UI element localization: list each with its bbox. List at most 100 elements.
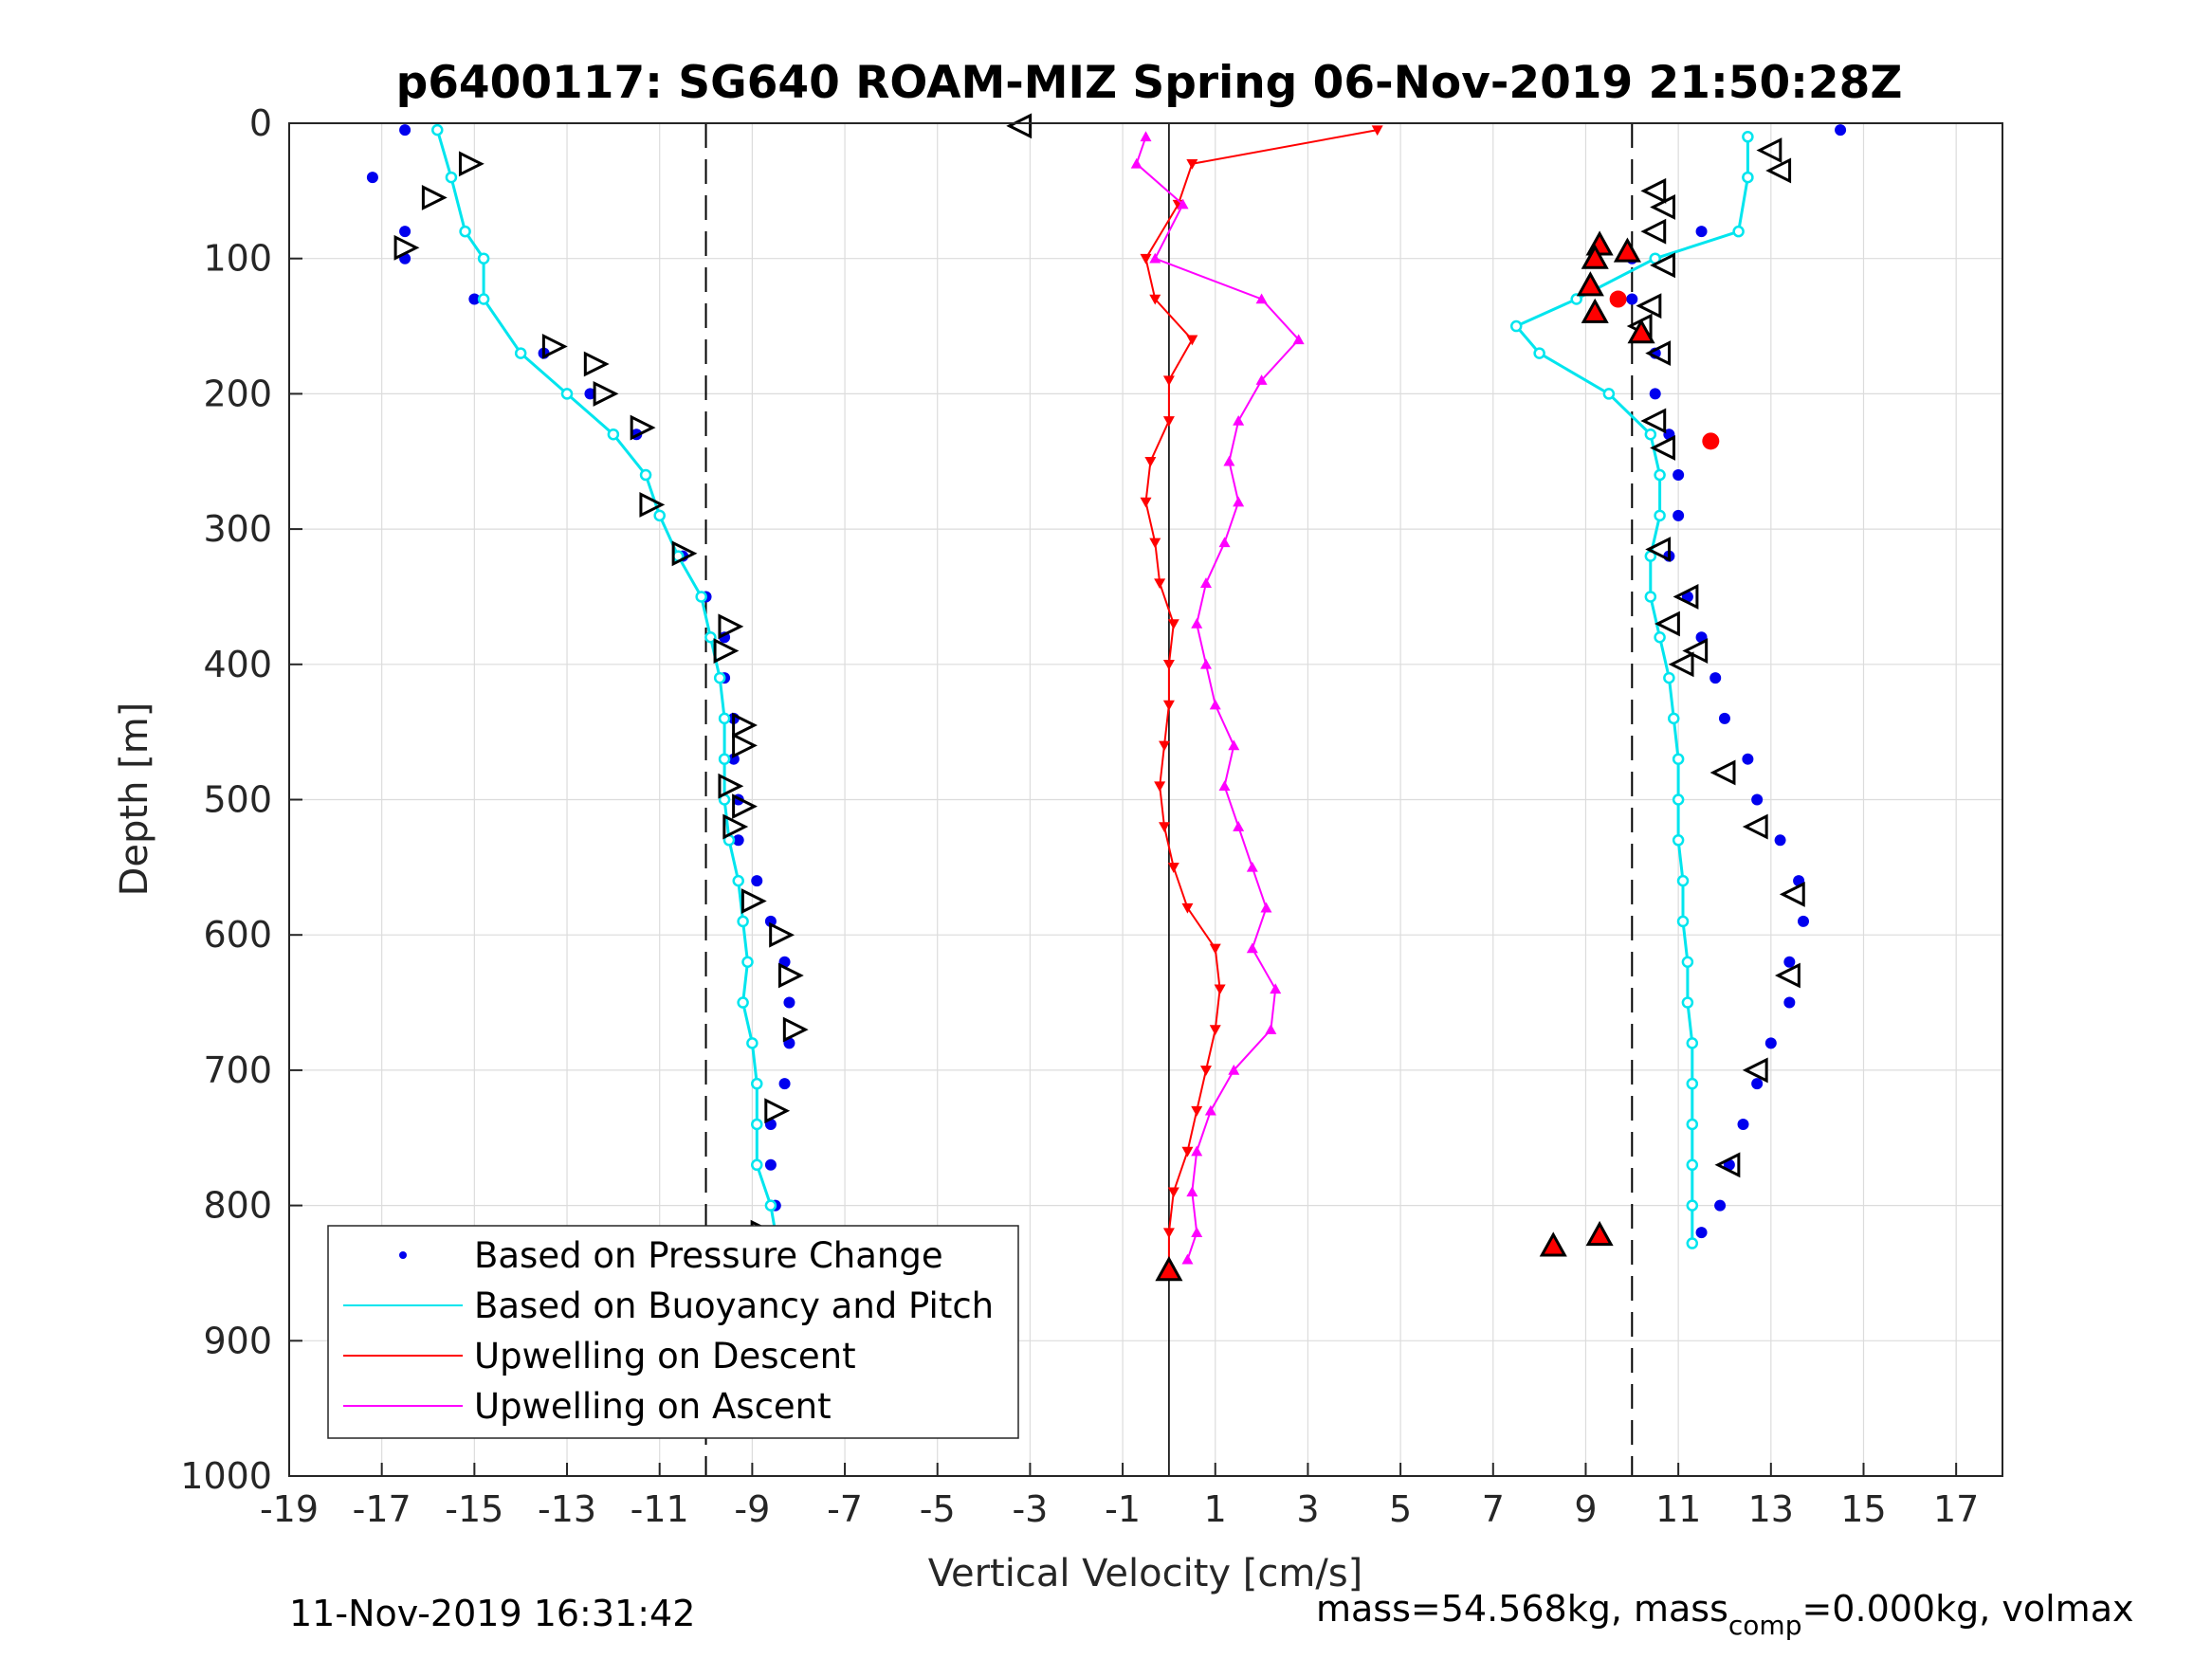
- upwelling-descent-point: [1162, 416, 1175, 427]
- ascent-marker-triangle: [1650, 194, 1675, 220]
- buoyancy-descent-series: [431, 123, 786, 1266]
- footer-timestamp: 11-Nov-2019 16:31:42: [289, 1593, 695, 1634]
- upwelling-descent-point: [1140, 253, 1152, 264]
- buoyancy-point: [514, 347, 527, 359]
- pressure-point: [1783, 956, 1796, 968]
- buoyancy-point: [1742, 171, 1754, 184]
- pressure-point: [1709, 672, 1722, 684]
- upwelling-ascent-point: [1177, 198, 1189, 210]
- buoyancy-point: [718, 712, 731, 725]
- upwelling-descent-point: [1162, 375, 1175, 387]
- upwelling-descent-point: [1167, 1187, 1179, 1198]
- upwelling-descent-point: [1149, 538, 1161, 549]
- pressure-point: [1626, 293, 1638, 305]
- ascent-marker-triangle: [1682, 638, 1709, 664]
- upwelling-descent-point: [1167, 619, 1179, 629]
- upwelling-descent-point: [1199, 1066, 1212, 1076]
- pressure-point: [764, 915, 777, 927]
- x-tick-label: 7: [1482, 1488, 1505, 1530]
- red-triangle-marker: [1155, 1256, 1183, 1282]
- ascent-marker-triangle: [1645, 537, 1672, 562]
- x-tick-label: 15: [1840, 1488, 1886, 1530]
- upwelling-ascent-point: [1149, 252, 1161, 264]
- pressure-point: [1649, 388, 1661, 400]
- buoyancy-point: [1654, 631, 1666, 644]
- buoyancy-descent-line: [435, 129, 782, 1260]
- legend-label-upwelling-ascent: Upwelling on Ascent: [474, 1386, 832, 1427]
- upwelling-ascent-point: [1260, 902, 1272, 913]
- buoyancy-point: [1686, 1118, 1699, 1131]
- pressure-point: [783, 996, 795, 1009]
- descent-marker-triangle: [630, 414, 656, 441]
- buoyancy-point: [751, 1158, 763, 1172]
- descent-marker-triangle: [713, 638, 740, 664]
- upwelling-ascent-point: [1204, 1104, 1216, 1116]
- y-axis-ticks: 0 100 200 300 400 500 600 700 800 900 1000: [180, 102, 302, 1497]
- ascent-marker-triangle: [1774, 962, 1801, 989]
- pressure-point: [1764, 1037, 1777, 1049]
- buoyancy-point: [1570, 293, 1582, 305]
- buoyancy-point: [445, 171, 458, 184]
- buoyancy-point: [1533, 347, 1545, 359]
- upwelling-descent-point: [1167, 863, 1179, 873]
- pressure-point: [1695, 1227, 1708, 1239]
- buoyancy-point: [607, 428, 620, 441]
- pressure-point: [1742, 753, 1754, 765]
- y-tick-label: 500: [203, 779, 272, 821]
- legend-item-upwelling-descent: Upwelling on Descent: [343, 1336, 856, 1376]
- upwelling-ascent-point: [1255, 293, 1268, 304]
- buoyancy-point: [1676, 874, 1690, 887]
- upwelling-descent-point: [1140, 497, 1152, 508]
- pressure-point: [732, 834, 744, 847]
- descent-marker-triangle: [718, 613, 744, 640]
- x-tick-label: -7: [827, 1488, 863, 1530]
- buoyancy-point: [1602, 388, 1616, 400]
- pressure-point: [1751, 793, 1764, 806]
- upwelling-descent-series: [1140, 125, 1383, 1277]
- descent-marker-triangle: [732, 732, 758, 758]
- upwelling-descent-point: [1162, 700, 1175, 711]
- buoyancy-point: [1672, 834, 1685, 847]
- descent-marker-triangle: [421, 185, 448, 210]
- y-tick-label: 900: [203, 1320, 272, 1361]
- upwelling-descent-point: [1154, 578, 1166, 590]
- ascent-marker-triangle: [1640, 408, 1667, 434]
- pressure-point: [1673, 509, 1685, 521]
- upwelling-ascent-point: [1233, 821, 1245, 831]
- y-tick-label: 700: [203, 1049, 272, 1091]
- buoyancy-point: [1644, 428, 1657, 441]
- upwelling-ascent-point: [1233, 496, 1245, 507]
- buoyancy-point: [737, 996, 749, 1009]
- buoyancy-point: [477, 293, 490, 305]
- x-tick-label: 5: [1389, 1488, 1412, 1530]
- legend-label-upwelling-descent: Upwelling on Descent: [474, 1336, 856, 1376]
- upwelling-descent-point: [1149, 294, 1161, 305]
- x-tick-label: -11: [631, 1488, 689, 1530]
- ascent-marker-triangle: [1650, 252, 1675, 279]
- y-tick-label: 400: [203, 644, 272, 685]
- legend-item-buoyancy: Based on Buoyancy and Pitch: [343, 1285, 994, 1326]
- y-tick-label: 800: [203, 1185, 272, 1227]
- legend-swatch-pressure: [399, 1251, 407, 1259]
- red-dot-marker: [1702, 432, 1720, 450]
- pressure-point: [764, 1158, 777, 1171]
- ascent-marker-triangle: [1640, 218, 1667, 245]
- upwelling-ascent-point: [1223, 455, 1235, 466]
- red-triangle-marker: [1627, 319, 1655, 344]
- upwelling-descent-point: [1159, 822, 1171, 833]
- buoyancy-point: [1686, 1199, 1699, 1212]
- descent-marker-triangle: [782, 1016, 809, 1043]
- red-triangle-marker: [1581, 298, 1609, 323]
- x-axis-label: Vertical Velocity [cm/s]: [928, 1552, 1363, 1595]
- descent-marker-triangle: [777, 962, 804, 989]
- buoyancy-point: [718, 753, 731, 765]
- descent-marker-triangle: [769, 921, 795, 948]
- y-tick-label: 300: [203, 508, 272, 550]
- y-tick-label: 1000: [180, 1455, 272, 1497]
- x-axis-ticks: -19 -17 -15 -13 -11 -9 -7 -5 -3 -1 1 3 5 7 9 11 13 15 17: [260, 1463, 1979, 1530]
- ascent-marker-triangle: [1756, 137, 1782, 163]
- y-axis-label: Depth [m]: [113, 702, 156, 897]
- ascent-marker-triangle: [1673, 584, 1699, 610]
- upwelling-ascent-point: [1130, 157, 1143, 169]
- descent-marker-triangle: [732, 712, 758, 738]
